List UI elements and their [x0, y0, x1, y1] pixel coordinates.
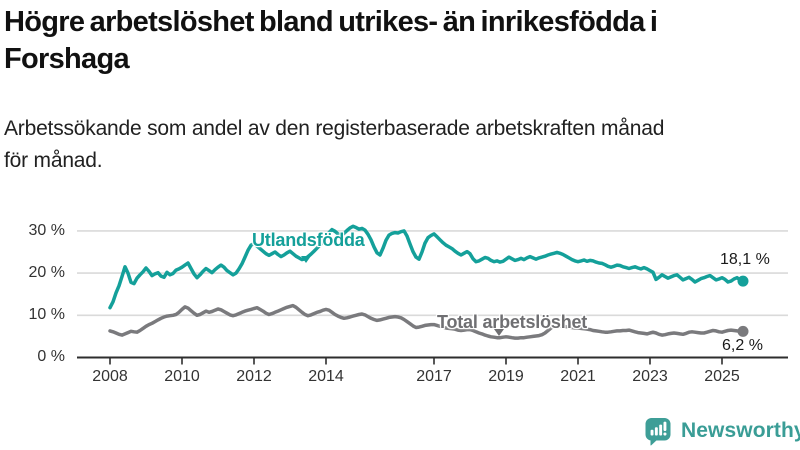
series-label-utlandsfodda: Utlandsfödda: [252, 230, 365, 250]
x-tick-label-2019: 2019: [488, 368, 524, 385]
end-dot-utlandsfodda: [737, 275, 749, 287]
chart-subtitle: Arbetssökande som andel av den registerb…: [4, 113, 664, 177]
caret-down-icon: [301, 256, 312, 264]
series-label-total-arbetsloshet: Total arbetslöshet: [437, 312, 588, 332]
y-tick-label-10: 10 %: [28, 306, 65, 323]
x-tick-label-2014: 2014: [308, 368, 344, 385]
x-tick-label-2025: 2025: [704, 368, 740, 385]
y-tick-label-20: 20 %: [28, 264, 65, 281]
caret-down-icon: [493, 328, 504, 336]
end-value-label-utlandsfodda: 18,1 %: [720, 251, 770, 268]
data-line-total: [108, 303, 745, 340]
x-tick-label-2008: 2008: [92, 368, 128, 385]
title-line-2: Forshaga: [4, 43, 130, 75]
x-tick-label-2021: 2021: [560, 368, 596, 385]
subtitle-line-1: Arbetssökande som andel av den registerb…: [4, 117, 665, 140]
brand-name: Newsworthy: [681, 419, 800, 442]
end-value-label-total: 6,2 %: [722, 337, 763, 354]
x-tick-label-2017: 2017: [416, 368, 452, 385]
data-line-utlandsfodda: [108, 224, 745, 310]
y-tick-label-0: 0 %: [37, 348, 65, 365]
x-tick-label-2012: 2012: [236, 368, 272, 385]
subtitle-line-2: för månad.: [4, 149, 103, 172]
x-tick-label-2010: 2010: [164, 368, 200, 385]
newsworthy-logo: Newsworthy: [644, 416, 800, 446]
y-tick-label-30: 30 %: [28, 222, 65, 239]
speech-bubble-bar-chart-icon: [645, 418, 671, 446]
end-dot-total: [737, 325, 749, 337]
title-line-1: Högre arbetslöshet bland utrikes- än inr…: [4, 6, 658, 38]
page-title: Högre arbetslöshet bland utrikes- än inr…: [4, 4, 658, 78]
x-tick-label-2023: 2023: [632, 368, 668, 385]
